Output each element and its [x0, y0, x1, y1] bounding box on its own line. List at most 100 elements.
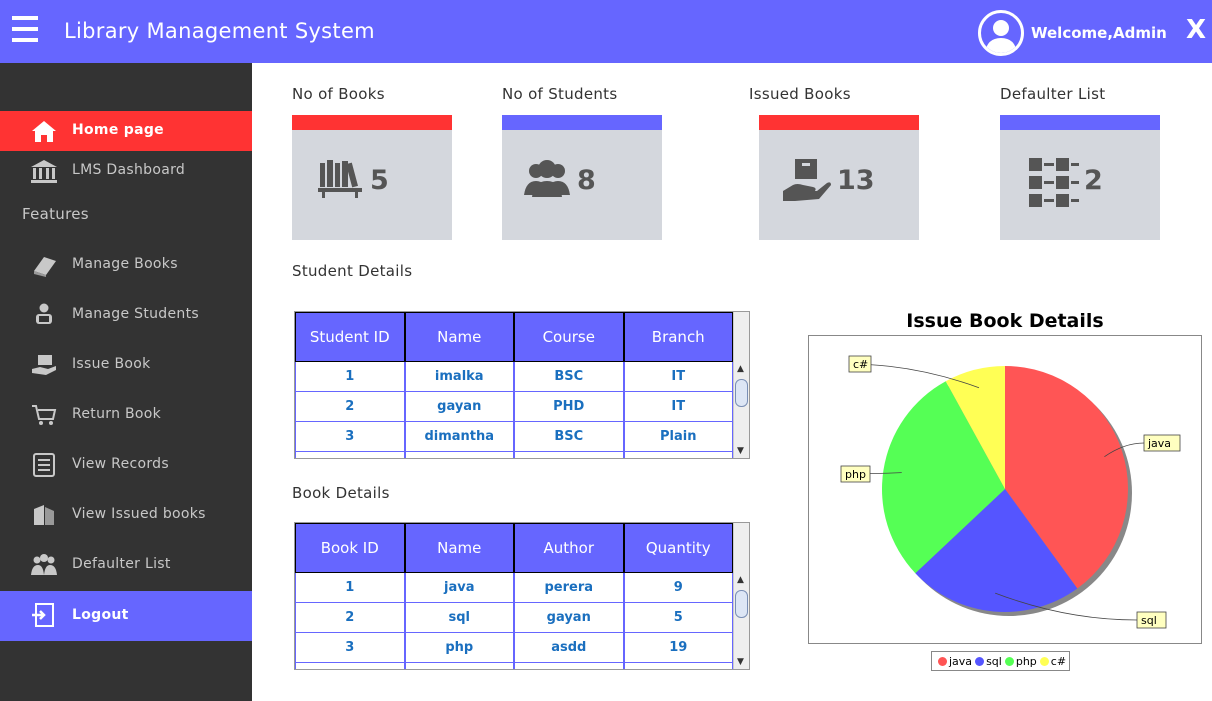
- table-cell: imalka: [404, 362, 514, 392]
- column-header[interactable]: Name: [404, 523, 514, 573]
- vertical-scrollbar[interactable]: ▲ ▼: [733, 573, 749, 669]
- scroll-thumb[interactable]: [735, 590, 748, 618]
- table-row[interactable]: 1 imalka BSC IT: [295, 362, 733, 392]
- table-row[interactable]: 2 sql gayan 5: [295, 603, 733, 633]
- table-cell: 1: [295, 573, 405, 603]
- books-icon: [34, 505, 54, 525]
- sidebar-item-return-book[interactable]: Return Book: [0, 395, 252, 435]
- group-icon: [31, 554, 57, 575]
- pie-label: sql: [1141, 614, 1157, 627]
- column-header[interactable]: Name: [404, 312, 514, 362]
- legend-label: sql: [986, 654, 1002, 668]
- book-details-table[interactable]: Book ID Name Author Quantity 1 java pere…: [294, 522, 750, 670]
- close-button[interactable]: X: [1186, 15, 1207, 45]
- sidebar-item-label: Return Book: [72, 406, 162, 422]
- table-cell: php: [404, 633, 514, 663]
- sidebar-item-label: Manage Books: [72, 256, 178, 272]
- legend-label: php: [1015, 654, 1037, 668]
- column-header[interactable]: Course: [514, 312, 624, 362]
- table-row[interactable]: 1 java perera 9: [295, 573, 733, 603]
- menu-icon[interactable]: [12, 16, 38, 44]
- table-cell: 1: [295, 362, 405, 392]
- student-icon: [36, 303, 52, 324]
- column-header[interactable]: Quantity: [623, 523, 733, 573]
- sidebar-item-dashboard[interactable]: LMS Dashboard: [0, 151, 252, 191]
- card-accent-bar: [1000, 115, 1160, 130]
- vertical-scrollbar[interactable]: ▲ ▼: [733, 362, 749, 458]
- bookshelf-icon: [318, 160, 362, 198]
- pie-chart-panel: java sql php c#: [808, 335, 1202, 644]
- pie-label: c#: [853, 358, 868, 371]
- legend-label: java: [949, 654, 973, 668]
- sidebar-item-home[interactable]: Home page: [0, 111, 252, 151]
- books-count: 5: [370, 165, 389, 196]
- card-title-issued: Issued Books: [749, 85, 851, 103]
- card-title-defaulters: Defaulter List: [1000, 85, 1106, 103]
- table-cell: java: [404, 573, 514, 603]
- table-cell: gayan: [404, 392, 514, 422]
- welcome-text: Welcome,Admin: [1031, 24, 1167, 42]
- column-header[interactable]: Student ID: [295, 312, 405, 362]
- scroll-down-icon[interactable]: ▼: [737, 446, 744, 456]
- table-row-partial: [295, 452, 733, 458]
- scroll-down-icon[interactable]: ▼: [737, 657, 744, 667]
- scrollbar-header: [733, 312, 749, 362]
- sidebar-item-view-issued-books[interactable]: View Issued books: [0, 495, 252, 535]
- sidebar-item-manage-books[interactable]: Manage Books: [0, 245, 252, 285]
- students-count-card: 8: [502, 115, 662, 240]
- column-header[interactable]: Branch: [623, 312, 733, 362]
- student-details-table[interactable]: Student ID Name Course Branch 1 imalka B…: [294, 311, 750, 459]
- sidebar-item-manage-students[interactable]: Manage Students: [0, 295, 252, 335]
- table-cell: dimantha: [404, 422, 514, 452]
- table-row[interactable]: 2 gayan PHD IT: [295, 392, 733, 422]
- column-header[interactable]: Author: [514, 523, 624, 573]
- sidebar-item-label: View Records: [72, 456, 169, 472]
- books-count-card: 5: [292, 115, 452, 240]
- table-cell: 19: [623, 633, 733, 663]
- sidebar-item-view-records[interactable]: View Records: [0, 445, 252, 485]
- table-cell: IT: [623, 362, 733, 392]
- user-avatar-icon[interactable]: [978, 10, 1024, 56]
- pie-label: php: [845, 468, 866, 481]
- table-row-partial: [295, 663, 733, 669]
- student-details-title: Student Details: [292, 262, 413, 280]
- home-icon: [32, 121, 56, 142]
- legend-label: c#: [1050, 654, 1067, 668]
- students-count: 8: [577, 165, 596, 196]
- table-cell: asdd: [514, 633, 624, 663]
- pie-slice-csharp: [945, 366, 1005, 489]
- sidebar-item-logout[interactable]: Logout: [0, 591, 252, 641]
- sidebar-item-label: Logout: [72, 607, 129, 623]
- table-row[interactable]: 3 dimantha BSC Plain: [295, 422, 733, 452]
- sidebar-item-issue-book[interactable]: Issue Book: [0, 345, 252, 385]
- column-header[interactable]: Book ID: [295, 523, 405, 573]
- scroll-up-icon[interactable]: ▲: [737, 575, 744, 585]
- hand-box-icon: [783, 159, 831, 201]
- pie-chart: java sql php c#: [840, 355, 1181, 629]
- table-cell: perera: [514, 573, 624, 603]
- issued-count: 13: [837, 165, 875, 196]
- table-cell: 9: [623, 573, 733, 603]
- scroll-thumb[interactable]: [735, 379, 748, 407]
- pie-slice-java: [1005, 366, 1128, 589]
- legend-dot: [1039, 656, 1049, 666]
- users-icon: [524, 160, 570, 197]
- pie-label-box: [1143, 434, 1181, 452]
- card-accent-bar: [759, 115, 919, 130]
- table-row[interactable]: 3 php asdd 19: [295, 633, 733, 663]
- table-cell: IT: [623, 392, 733, 422]
- card-accent-bar: [292, 115, 452, 130]
- table-cell: 2: [295, 392, 405, 422]
- scroll-up-icon[interactable]: ▲: [737, 364, 744, 374]
- table-cell: PHD: [514, 392, 624, 422]
- legend-dot: [938, 656, 947, 666]
- legend-dot: [975, 656, 985, 666]
- sidebar-item-defaulter-list[interactable]: Defaulter List: [0, 545, 252, 585]
- pie-leader-line: [995, 592, 1138, 621]
- sidebar-item-label: Manage Students: [72, 306, 199, 322]
- pie-label: java: [1147, 437, 1171, 450]
- pie-label-box: [1136, 611, 1167, 629]
- sidebar-item-label: LMS Dashboard: [72, 162, 186, 178]
- bank-icon: [31, 160, 57, 183]
- book-details-title: Book Details: [292, 484, 390, 502]
